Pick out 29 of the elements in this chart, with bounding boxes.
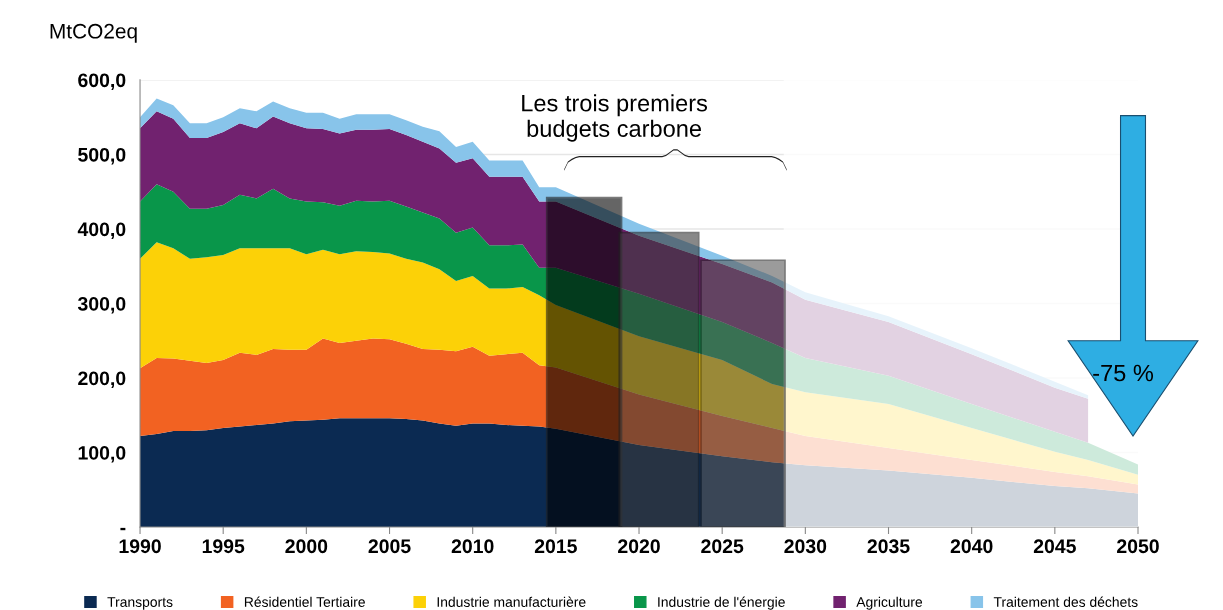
annotation: -75 %	[1093, 364, 1154, 382]
y-tick-label: 100,0	[78, 445, 126, 463]
legend-label: Traitement des déchets	[993, 596, 1138, 607]
annotation: Les trois premiers budgets carbone	[522, 94, 708, 142]
x-tick-label: 2050	[1117, 539, 1159, 554]
x-tick-label: 2015	[534, 539, 577, 554]
x-tick-label: 2000	[285, 539, 328, 554]
x-tick-label: 2025	[701, 539, 744, 554]
legend-label: Industrie de l'énergie	[658, 596, 785, 610]
legend-label: Agriculture	[856, 596, 923, 610]
x-tick-label: 2040	[950, 539, 993, 554]
y-axis-title: MtCO2eq	[50, 23, 137, 43]
x-tick-label: 2005	[368, 539, 411, 554]
x-tick-label: 2030	[784, 539, 827, 554]
y-tick-label: -	[120, 527, 126, 531]
legend-label: Résidentiel Tertiaire	[244, 596, 365, 607]
x-tick-label: 2010	[451, 539, 494, 554]
x-tick-label: 2020	[618, 539, 660, 554]
x-tick-label: 1995	[202, 539, 245, 554]
x-tick-label: 1990	[119, 539, 161, 554]
y-tick-label: 400,0	[77, 222, 126, 240]
y-tick-label: 500,0	[78, 147, 126, 165]
x-tick-label: 2045	[1033, 539, 1076, 554]
x-tick-label: 2035	[867, 539, 910, 554]
y-tick-label: 200,0	[78, 371, 126, 389]
legend-label: Transports	[107, 597, 173, 610]
y-tick-label: 600,0	[78, 73, 126, 90]
legend-label: Industrie manufacturière	[437, 596, 586, 607]
y-tick-label: 300,0	[77, 296, 126, 314]
